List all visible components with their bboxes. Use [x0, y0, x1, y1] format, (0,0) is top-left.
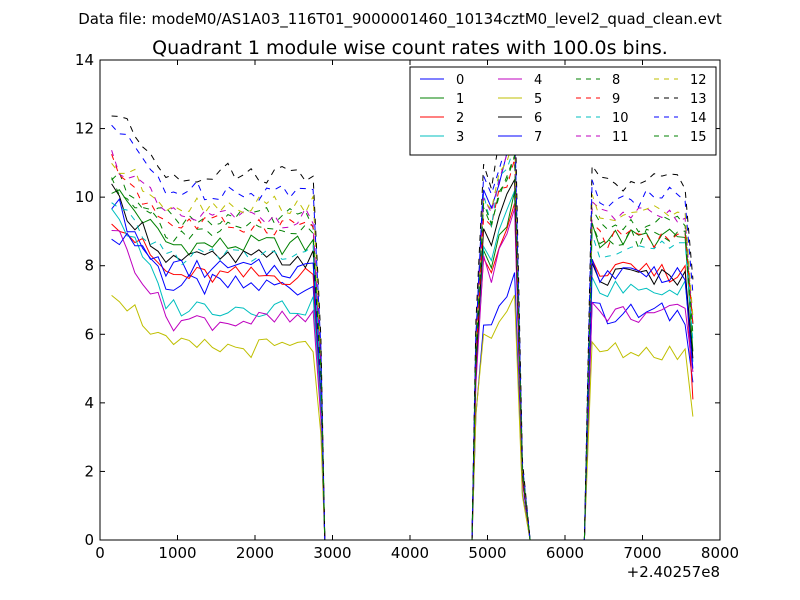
y-tick-label: 8 — [84, 257, 94, 275]
ticks-layer: 0 1000 2000 3000 4000 5000 6000 7000 80000246810… — [75, 51, 739, 562]
legend-box — [409, 66, 717, 156]
legend-label-1: 1 — [456, 92, 464, 107]
x-tick-label: 5000 — [468, 544, 506, 562]
series-line-8 — [111, 156, 694, 541]
chart-title: Quadrant 1 module wise count rates with … — [152, 37, 668, 59]
x-tick-label: 4000 — [391, 544, 429, 562]
y-tick-label: 12 — [75, 120, 94, 138]
x-tick-label: 0 — [95, 544, 105, 562]
y-tick-label: 4 — [84, 394, 94, 412]
y-tick-label: 10 — [75, 188, 94, 206]
x-tick-label: 3000 — [313, 544, 351, 562]
y-tick-label: 6 — [84, 325, 94, 343]
x-offset-label: +2.40257e8 — [627, 563, 720, 581]
y-tick-label: 0 — [84, 531, 94, 549]
x-tick-label: 2000 — [236, 544, 274, 562]
legend-label-12: 12 — [690, 73, 707, 88]
legend-label-7: 7 — [534, 130, 542, 145]
legend-label-9: 9 — [612, 92, 620, 107]
y-tick-label: 2 — [84, 462, 94, 480]
legend-label-10: 10 — [612, 111, 629, 126]
legend-label-14: 14 — [690, 111, 707, 126]
legend-label-15: 15 — [690, 130, 707, 145]
legend-label-0: 0 — [456, 73, 464, 88]
legend-label-11: 11 — [612, 130, 629, 145]
x-tick-label: 7000 — [623, 544, 661, 562]
legend-label-4: 4 — [534, 73, 542, 88]
legend-label-3: 3 — [456, 130, 464, 145]
y-tick-label: 14 — [75, 51, 94, 69]
chart-suptitle: Data file: modeM0/AS1A03_116T01_90000014… — [78, 10, 722, 29]
legend-label-13: 13 — [690, 92, 707, 107]
legend-label-6: 6 — [534, 111, 542, 126]
x-tick-label: 8000 — [701, 544, 739, 562]
legend-label-5: 5 — [534, 92, 542, 107]
x-tick-label: 1000 — [158, 544, 196, 562]
series-line-15 — [111, 155, 694, 541]
x-tick-label: 6000 — [546, 544, 584, 562]
legend-label-2: 2 — [456, 111, 464, 126]
legend-label-8: 8 — [612, 73, 620, 88]
